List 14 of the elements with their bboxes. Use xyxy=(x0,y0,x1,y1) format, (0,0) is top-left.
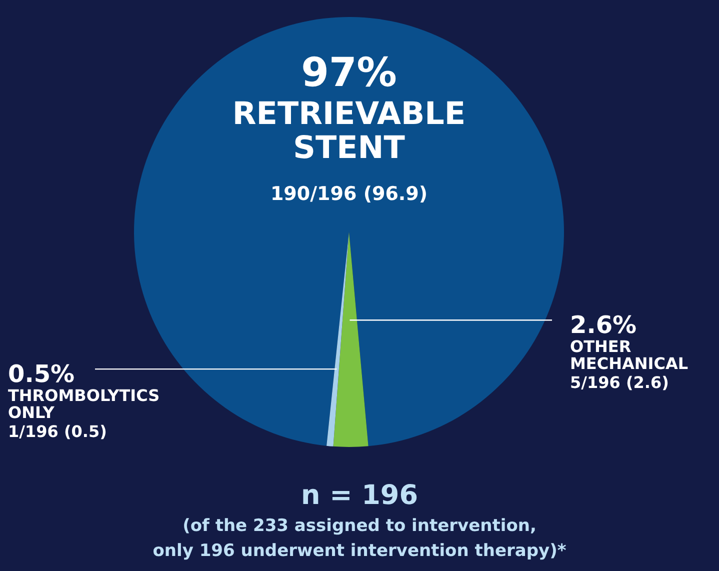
text: n = 196 xyxy=(300,479,419,513)
data-label: 2.6% xyxy=(570,311,637,340)
text: only 196 underwent intervention therapy)* xyxy=(152,540,568,563)
text: 190/196 (96.9) xyxy=(270,182,428,205)
data-label: 0.5% xyxy=(8,360,75,388)
slice-label: RETRIEVABLE STENT xyxy=(232,96,466,166)
text: (of the 233 assigned to intervention, xyxy=(182,515,538,538)
pie-slice xyxy=(326,232,349,446)
data-label: 97% xyxy=(301,50,397,96)
text: 1/196 (0.5) xyxy=(8,422,107,442)
slice-label: THROMBOLYTICS ONLY xyxy=(8,386,160,422)
text: 5/196 (2.6) xyxy=(570,373,669,392)
slice-label: OTHER MECHANICAL xyxy=(570,337,688,374)
pie-slice xyxy=(333,232,368,447)
